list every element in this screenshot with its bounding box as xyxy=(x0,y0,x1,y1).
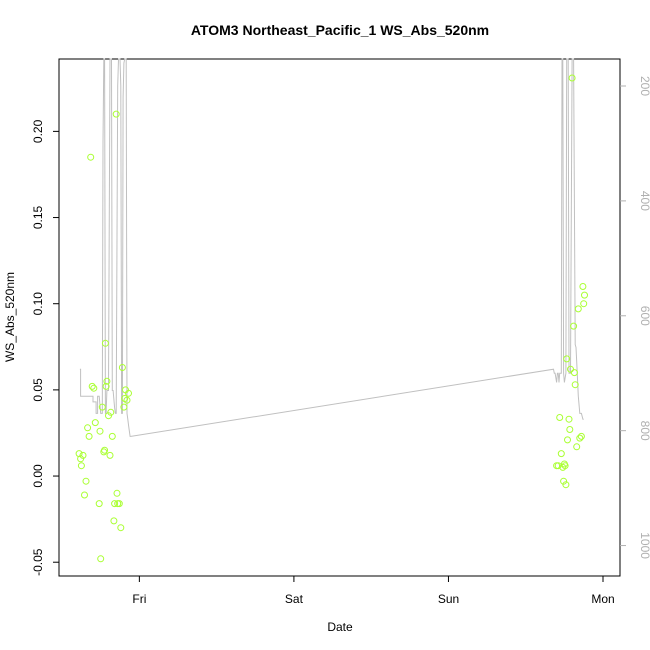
y-tick-label: 0.00 xyxy=(31,464,45,488)
data-point xyxy=(562,481,570,489)
y2-axis: 200 400 600 800 1000 xyxy=(620,76,650,559)
y2-tick-label: 400 xyxy=(638,191,650,211)
data-point xyxy=(564,436,571,444)
data-point xyxy=(560,477,568,485)
data-point xyxy=(570,322,578,330)
data-point xyxy=(576,434,584,442)
data-point xyxy=(579,283,587,290)
data-point xyxy=(566,426,574,433)
x-axis: Fri Sat Sun Mon xyxy=(132,576,615,606)
x-tick-label: Sun xyxy=(438,592,459,606)
x-tick-label: Fri xyxy=(132,592,146,606)
data-point xyxy=(98,403,106,411)
line-series xyxy=(79,58,584,437)
data-point xyxy=(97,555,105,563)
y2-tick-label: 1000 xyxy=(638,532,650,559)
series-line xyxy=(79,58,584,437)
data-point xyxy=(120,403,128,411)
data-point xyxy=(574,305,582,313)
y2-tick-label: 600 xyxy=(638,306,650,326)
y-tick-label: 0.15 xyxy=(31,205,45,229)
y2-tick-label: 200 xyxy=(638,76,650,96)
data-point xyxy=(117,524,125,532)
x-axis-label: Date xyxy=(327,620,353,634)
data-point xyxy=(91,419,99,427)
data-point xyxy=(82,477,90,485)
y-tick-label: 0.20 xyxy=(31,119,45,143)
data-point xyxy=(556,414,564,421)
x-tick-label: Sat xyxy=(285,592,304,606)
data-point xyxy=(112,110,120,118)
x-tick-label: Mon xyxy=(591,592,614,606)
data-point xyxy=(580,300,588,308)
data-point xyxy=(101,339,109,347)
data-point xyxy=(95,500,103,508)
data-point xyxy=(568,74,576,82)
data-point xyxy=(107,408,115,416)
data-point xyxy=(84,424,92,432)
data-point xyxy=(79,451,87,459)
data-point xyxy=(125,389,132,397)
data-point xyxy=(85,432,93,440)
data-point xyxy=(87,153,95,161)
data-point xyxy=(571,381,579,389)
data-point xyxy=(113,489,121,497)
y-tick-label: -0.05 xyxy=(31,548,45,576)
data-point xyxy=(103,377,111,385)
y2-tick-label: 800 xyxy=(638,421,650,441)
y-tick-label: 0.10 xyxy=(31,292,45,316)
data-point xyxy=(118,364,126,371)
data-point xyxy=(88,382,96,390)
data-point xyxy=(106,451,114,459)
data-point xyxy=(573,443,581,451)
data-point xyxy=(108,432,116,440)
data-point xyxy=(565,415,573,423)
chart-title: ATOM3 Northeast_Pacific_1 WS_Abs_520nm xyxy=(191,22,489,38)
plot-frame xyxy=(58,58,621,577)
data-point xyxy=(90,384,98,392)
y-tick-label: 0.05 xyxy=(31,378,45,402)
y-axis-label: WS_Abs_520nm xyxy=(3,272,17,362)
point-series xyxy=(75,74,588,563)
data-point xyxy=(102,382,110,390)
data-point xyxy=(570,369,578,377)
data-point xyxy=(577,432,585,440)
data-point xyxy=(111,500,119,508)
data-point xyxy=(96,427,104,435)
data-point xyxy=(110,517,118,525)
data-point xyxy=(567,365,574,373)
data-point xyxy=(563,355,571,363)
data-point xyxy=(581,291,588,299)
data-point xyxy=(561,462,569,470)
y-axis: -0.05 0.00 0.05 0.10 0.15 0.20 xyxy=(31,119,59,576)
data-point xyxy=(557,450,565,458)
data-point xyxy=(554,462,562,470)
data-point xyxy=(115,500,123,508)
data-point xyxy=(77,462,85,470)
data-point xyxy=(81,491,88,499)
data-point xyxy=(123,396,131,404)
data-point xyxy=(101,446,109,454)
